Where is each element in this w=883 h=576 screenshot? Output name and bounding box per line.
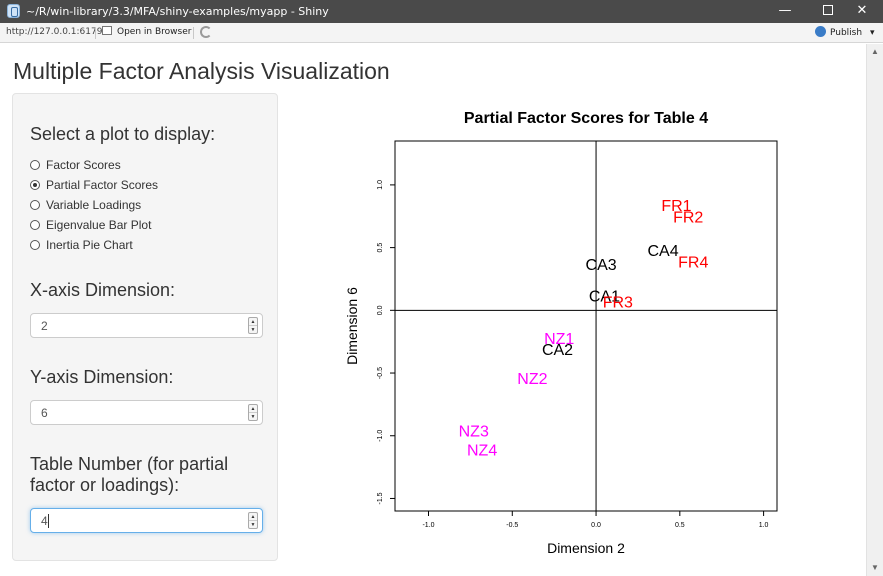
x-tick-label: -0.5 [506, 522, 518, 529]
vertical-scrollbar[interactable]: ▲ ▼ [866, 44, 883, 576]
point-label-fr3: FR3 [603, 295, 633, 312]
publish-icon [815, 26, 826, 37]
x-axis-dimension-input[interactable]: 2 ▲ ▼ [30, 313, 263, 338]
point-label-fr1: FR1 [661, 198, 691, 215]
table-number-value: 4 [41, 514, 48, 528]
point-label-nz3: NZ3 [459, 424, 489, 441]
browser-window-icon [102, 26, 112, 35]
y-tick-label: -0.5 [377, 367, 384, 379]
x-tick-label: 1.0 [759, 522, 769, 529]
spin-up-icon[interactable]: ▲ [249, 406, 257, 413]
toolbar-separator [95, 27, 96, 39]
radio-partial-factor-scores[interactable]: Partial Factor Scores [30, 177, 158, 193]
url-display: http://127.0.0.1:6179 [6, 27, 103, 37]
radio-icon[interactable] [30, 220, 40, 230]
open-in-browser-label: Open in Browser [117, 27, 192, 37]
point-label-nz1: NZ1 [544, 331, 574, 348]
y-tick-label: 1.0 [377, 180, 384, 190]
table-number-spinner[interactable]: ▲ ▼ [248, 512, 258, 529]
open-in-browser-button[interactable]: Open in Browser [102, 26, 191, 37]
table-number-label-line2: factor or loadings): [30, 475, 180, 495]
plot-frame [394, 140, 778, 512]
y-tick-label: 0.0 [377, 305, 384, 315]
point-label-fr4: FR4 [678, 254, 708, 271]
radio-checked-icon[interactable] [30, 180, 40, 190]
publish-label: Publish [830, 28, 863, 38]
y-axis-label: Y-axis Dimension: [30, 367, 174, 387]
radio-icon[interactable] [30, 240, 40, 250]
page-title: Multiple Factor Analysis Visualization [13, 58, 390, 84]
radio-label: Factor Scores [46, 158, 121, 172]
plot-select-label: Select a plot to display: [30, 124, 216, 144]
spin-up-icon[interactable]: ▲ [249, 514, 257, 521]
y-axis-dimension-input[interactable]: 6 ▲ ▼ [30, 400, 263, 425]
toolbar-separator [193, 27, 194, 39]
window-titlebar: ~/R/win-library/3.3/MFA/shiny-examples/m… [0, 0, 883, 23]
x-axis-label: Dimension 2 [547, 540, 625, 556]
point-label-nz2: NZ2 [517, 371, 547, 388]
window-title: ~/R/win-library/3.3/MFA/shiny-examples/m… [26, 5, 329, 18]
table-number-input[interactable]: 4 ▲ ▼ [30, 508, 263, 533]
chart-title: Partial Factor Scores for Table 4 [464, 110, 708, 127]
y-tick-label: -1.0 [377, 430, 384, 442]
scroll-up-icon[interactable]: ▲ [871, 47, 879, 56]
radio-icon[interactable] [30, 160, 40, 170]
publish-button[interactable]: Publish ▾ [815, 26, 875, 38]
radio-label: Eigenvalue Bar Plot [46, 218, 152, 232]
radio-factor-scores[interactable]: Factor Scores [30, 157, 121, 173]
scroll-down-icon[interactable]: ▼ [871, 563, 879, 572]
radio-label: Inertia Pie Chart [46, 238, 133, 252]
spin-down-icon[interactable]: ▼ [250, 327, 256, 333]
point-label-nz4: NZ4 [467, 443, 497, 460]
point-label-ca4: CA4 [648, 243, 679, 260]
radio-label: Variable Loadings [46, 198, 142, 212]
sidebar-panel: Select a plot to display: Factor Scores … [12, 93, 278, 561]
y-axis-spinner[interactable]: ▲ ▼ [248, 404, 258, 421]
point-label-ca2: CA2 [542, 342, 573, 359]
point-label-ca1: CA1 [589, 288, 620, 305]
spin-up-icon[interactable]: ▲ [249, 319, 257, 326]
radio-inertia-pie-chart[interactable]: Inertia Pie Chart [30, 237, 133, 253]
radio-label: Partial Factor Scores [46, 178, 159, 192]
maximize-button[interactable] [806, 0, 850, 23]
x-tick-label: 0.0 [591, 522, 601, 529]
plot-output: -1.0 -0.5 0.0 0.5 1.0 -1.5 -1.0 -0.5 0.0 0.5 1.0 Pa… [300, 93, 860, 563]
minimize-button[interactable]: — [778, 3, 792, 18]
radio-variable-loadings[interactable]: Variable Loadings [30, 197, 141, 213]
spin-down-icon[interactable]: ▼ [250, 414, 256, 420]
y-axis-value: 6 [41, 406, 48, 420]
refresh-icon[interactable] [200, 26, 212, 38]
radio-eigenvalue-bar-plot[interactable]: Eigenvalue Bar Plot [30, 217, 151, 233]
x-tick-label: 0.5 [675, 522, 685, 529]
x-axis-value: 2 [41, 319, 48, 333]
text-cursor [48, 514, 49, 528]
x-axis-label: X-axis Dimension: [30, 280, 176, 300]
publish-dropdown-icon[interactable]: ▾ [869, 28, 875, 38]
shiny-app-icon [7, 4, 20, 18]
radio-icon[interactable] [30, 200, 40, 210]
x-axis-spinner[interactable]: ▲ ▼ [248, 317, 258, 334]
point-label-fr2: FR2 [673, 209, 703, 226]
maximize-icon [823, 4, 833, 15]
y-tick-label: 0.5 [377, 243, 384, 253]
point-label-ca3: CA3 [586, 257, 617, 274]
spin-down-icon[interactable]: ▼ [250, 522, 256, 528]
y-axis-label: Dimension 6 [344, 287, 360, 365]
partial-factor-scores-plot: -1.0 -0.5 0.0 0.5 1.0 -1.5 -1.0 -0.5 0.0 0.5 1.0 Pa… [344, 110, 778, 556]
y-tick-label: -1.5 [377, 492, 384, 504]
close-button[interactable]: ✕ [856, 3, 868, 18]
x-tick-label: -1.0 [422, 522, 434, 529]
viewer-toolbar: http://127.0.0.1:6179 Open in Browser Pu… [0, 23, 883, 43]
table-number-label-line1: Table Number (for partial [30, 454, 229, 474]
